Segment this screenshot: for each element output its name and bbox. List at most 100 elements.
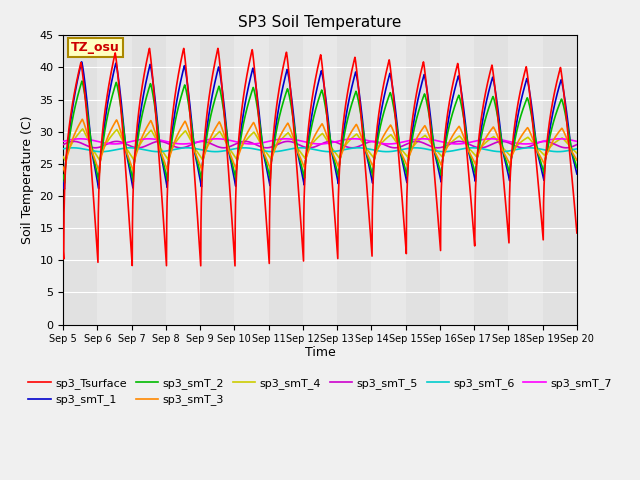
sp3_smT_7 [435,138,443,144]
sp3_smT_6 [497,149,505,155]
sp3_smT_3 [465,146,472,152]
Bar [200,36,234,324]
sp3_smT_3 [573,157,580,163]
Line: sp3_smT_6: sp3_smT_6 [63,148,577,152]
sp3_Tsurface [407,132,415,138]
Bar [337,36,371,324]
sp3_smT_5 [563,145,570,151]
sp3_smT_1 [573,169,580,175]
sp3_smT_1 [465,145,472,151]
sp3_smT_4 [573,150,580,156]
sp3_smT_6 [301,145,308,151]
sp3_smT_7 [76,136,84,142]
sp3_Tsurface [573,230,580,236]
sp3_smT_1 [78,59,86,65]
sp3_smT_5 [152,139,159,145]
sp3_smT_2 [60,172,67,178]
Line: sp3_smT_4: sp3_smT_4 [63,129,577,161]
sp3_smT_5 [70,139,77,144]
sp3_smT_1 [407,143,415,148]
sp3_smT_1 [301,166,308,172]
Title: SP3 Soil Temperature: SP3 Soil Temperature [238,15,402,30]
sp3_smT_7 [152,136,159,142]
sp3_smT_2 [61,180,68,186]
sp3_smT_5 [406,140,414,145]
sp3_smT_5 [464,141,472,146]
sp3_smT_2 [301,168,308,174]
X-axis label: Time: Time [305,346,335,359]
Bar [543,36,577,324]
Line: sp3_smT_1: sp3_smT_1 [63,62,577,189]
sp3_smT_3 [407,150,415,156]
Line: sp3_Tsurface: sp3_Tsurface [63,48,577,266]
sp3_smT_6 [435,148,443,154]
sp3_smT_5 [435,145,443,151]
sp3_smT_2 [407,146,415,152]
Bar [63,36,97,324]
sp3_smT_7 [573,138,580,144]
sp3_smT_4 [407,147,415,153]
sp3_smT_4 [61,158,69,164]
sp3_smT_7 [407,137,415,143]
sp3_smT_6 [60,146,67,152]
Text: TZ_osu: TZ_osu [71,41,120,54]
sp3_smT_6 [573,146,580,152]
sp3_Tsurface [146,46,154,51]
sp3_smT_1 [60,179,67,184]
sp3_smT_2 [152,109,159,115]
Bar [406,36,440,324]
sp3_smT_2 [573,165,580,170]
sp3_smT_3 [301,166,308,171]
sp3_Tsurface [60,248,67,253]
sp3_smT_1 [573,171,580,177]
Line: sp3_smT_3: sp3_smT_3 [63,120,577,173]
sp3_Tsurface [231,263,239,269]
sp3_smT_3 [573,156,580,162]
Line: sp3_smT_7: sp3_smT_7 [63,139,577,144]
Bar [474,36,508,324]
sp3_smT_7 [573,139,580,144]
sp3_smT_6 [573,146,580,152]
sp3_smT_5 [60,142,67,147]
sp3_smT_4 [152,135,159,141]
sp3_smT_6 [468,145,476,151]
sp3_Tsurface [152,109,159,115]
sp3_smT_2 [465,144,472,150]
sp3_Tsurface [573,225,580,230]
sp3_smT_4 [465,144,472,150]
sp3_Tsurface [301,178,308,183]
sp3_smT_5 [573,142,580,147]
sp3_smT_4 [573,150,580,156]
sp3_smT_6 [406,145,414,151]
Y-axis label: Soil Temperature (C): Soil Temperature (C) [20,116,34,244]
sp3_smT_3 [61,170,69,176]
sp3_smT_7 [465,140,472,145]
sp3_smT_2 [435,164,443,169]
sp3_smT_1 [61,186,68,192]
sp3_smT_2 [78,78,86,84]
sp3_Tsurface [465,164,472,170]
sp3_smT_7 [301,139,308,144]
sp3_smT_3 [435,157,443,163]
sp3_smT_2 [573,163,580,169]
Bar [132,36,166,324]
Line: sp3_smT_2: sp3_smT_2 [63,81,577,183]
sp3_smT_4 [301,155,308,161]
Bar [269,36,303,324]
sp3_smT_1 [435,169,443,175]
sp3_smT_3 [152,131,159,137]
sp3_smT_3 [79,117,86,122]
sp3_smT_7 [111,141,118,147]
sp3_smT_3 [60,164,67,170]
sp3_smT_4 [79,126,86,132]
sp3_smT_4 [60,154,67,160]
sp3_smT_6 [464,145,472,151]
sp3_smT_5 [301,144,308,150]
Line: sp3_smT_5: sp3_smT_5 [63,142,577,148]
sp3_smT_4 [435,150,443,156]
sp3_Tsurface [435,228,443,234]
sp3_smT_7 [60,139,67,144]
sp3_smT_6 [152,149,159,155]
Legend: sp3_Tsurface, sp3_smT_1, sp3_smT_2, sp3_smT_3, sp3_smT_4, sp3_smT_5, sp3_smT_6, : sp3_Tsurface, sp3_smT_1, sp3_smT_2, sp3_… [24,373,616,410]
sp3_smT_5 [573,142,580,148]
